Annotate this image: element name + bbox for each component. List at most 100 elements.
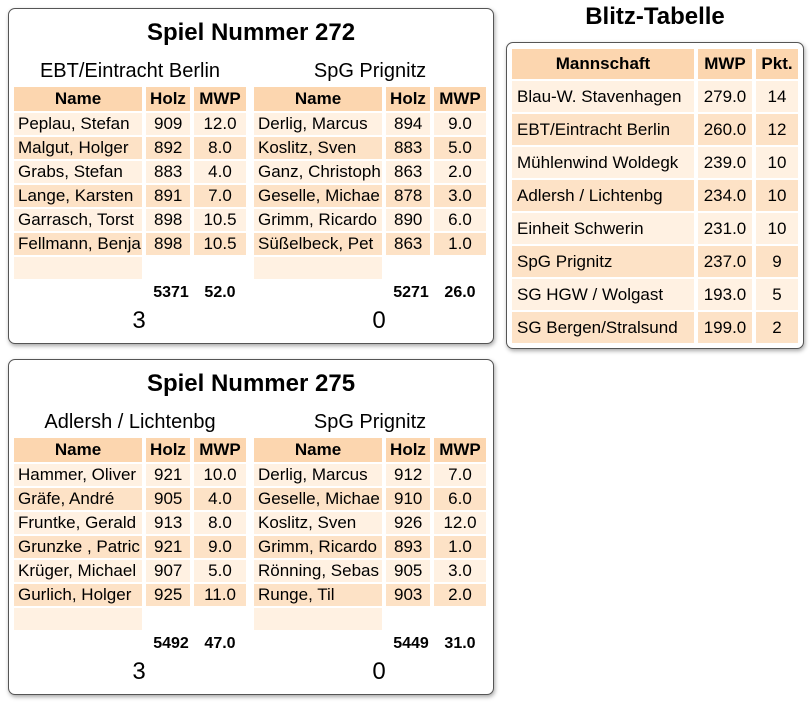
table-cell: Geselle, Michae [254, 488, 382, 510]
table-cell: 239.0 [698, 147, 752, 178]
table-cell: 926 [386, 512, 430, 534]
table-cell: 234.0 [698, 180, 752, 211]
table-cell: 907 [146, 560, 190, 582]
column-header: Mannschaft [512, 49, 694, 79]
table-cell: Koslitz, Sven [254, 512, 382, 534]
game-title: Spiel Nummer 275 [146, 370, 356, 397]
table-cell: Malgut, Holger [14, 137, 142, 159]
table-cell: 921 [146, 536, 190, 558]
table-cell: 883 [386, 137, 430, 159]
table-cell: Garrasch, Torst [14, 209, 142, 231]
table-cell: Derlig, Marcus [254, 113, 382, 135]
empty-row [14, 257, 142, 279]
total-mwp: 26.0 [444, 284, 476, 301]
table-cell: 1.0 [434, 536, 486, 558]
team-name: SpG Prignitz [313, 60, 427, 82]
total-mwp: 52.0 [204, 284, 236, 301]
table-cell: 9 [756, 246, 798, 277]
table-cell: Grabs, Stefan [14, 161, 142, 183]
table-cell: Grunzke , Patric [14, 536, 142, 558]
column-header: Holz [146, 87, 190, 111]
table-cell: 10 [756, 147, 798, 178]
table-cell: Geselle, Michae [254, 185, 382, 207]
table-cell: Ganz, Christoph [254, 161, 382, 183]
team-name: EBT/Eintracht Berlin [39, 60, 221, 82]
table-cell: 7.0 [194, 185, 246, 207]
total-mwp: 31.0 [444, 635, 476, 652]
column-header: Name [14, 87, 142, 111]
table-cell: Koslitz, Sven [254, 137, 382, 159]
standings-card: Mannschaft MWP Pkt. Blau-W. Stavenhagen 279.… [506, 42, 804, 349]
table-cell: Fruntke, Gerald [14, 512, 142, 534]
column-header: Holz [386, 87, 430, 111]
table-cell: 2.0 [434, 161, 486, 183]
table-cell: 10 [756, 180, 798, 211]
table-cell: 12.0 [194, 113, 246, 135]
table-cell: 199.0 [698, 312, 752, 343]
table-cell: Süßelbeck, Pet [254, 233, 382, 255]
table-cell: 910 [386, 488, 430, 510]
table-cell: 898 [146, 233, 190, 255]
column-header: Holz [386, 438, 430, 462]
table-cell: 193.0 [698, 279, 752, 310]
table-cell: 5 [756, 279, 798, 310]
table-cell: 894 [386, 113, 430, 135]
column-header: MWP [698, 49, 752, 79]
table-cell: 890 [386, 209, 430, 231]
table-cell: SG HGW / Wolgast [512, 279, 694, 310]
table-cell: 231.0 [698, 213, 752, 244]
total-holz: 5449 [393, 635, 429, 652]
table-cell: Derlig, Marcus [254, 464, 382, 486]
column-header: MWP [194, 87, 246, 111]
table-cell: 905 [146, 488, 190, 510]
table-cell: 6.0 [434, 209, 486, 231]
empty-row [254, 608, 382, 630]
table-cell: 913 [146, 512, 190, 534]
column-header: Name [14, 438, 142, 462]
table-cell: 10.0 [194, 464, 246, 486]
table-cell: 898 [146, 209, 190, 231]
table-cell: 2.0 [434, 584, 486, 606]
column-header: MWP [434, 438, 486, 462]
table-cell: 892 [146, 137, 190, 159]
table-cell: 237.0 [698, 246, 752, 277]
table-cell: 863 [386, 161, 430, 183]
table-cell: 3.0 [434, 560, 486, 582]
table-cell: 12 [756, 114, 798, 145]
empty-row [254, 257, 382, 279]
table-cell: 921 [146, 464, 190, 486]
table-cell: 5.0 [434, 137, 486, 159]
column-header: Name [254, 438, 382, 462]
column-header: Pkt. [756, 49, 798, 79]
table-cell: 12.0 [434, 512, 486, 534]
table-cell: 5.0 [194, 560, 246, 582]
game-title: Spiel Nummer 272 [146, 19, 356, 46]
total-holz: 5371 [153, 284, 189, 301]
table-cell: 3.0 [434, 185, 486, 207]
table-cell: 8.0 [194, 137, 246, 159]
score: 0 [372, 307, 386, 334]
table-cell: Hammer, Oliver [14, 464, 142, 486]
table-cell: Krüger, Michael [14, 560, 142, 582]
table-cell: SpG Prignitz [512, 246, 694, 277]
table-cell: Einheit Schwerin [512, 213, 694, 244]
table-cell: 9.0 [194, 536, 246, 558]
table-cell: 909 [146, 113, 190, 135]
score: 3 [132, 658, 146, 685]
game-card: Spiel Nummer 272 EBT/Eintracht Berlin Name… [8, 8, 494, 344]
score: 0 [372, 658, 386, 685]
table-cell: 279.0 [698, 81, 752, 112]
table-cell: 10.5 [194, 209, 246, 231]
table-cell: 4.0 [194, 161, 246, 183]
table-cell: Adlersh / Lichtenbg [512, 180, 694, 211]
team-name: SpG Prignitz [313, 411, 427, 433]
table-cell: 260.0 [698, 114, 752, 145]
table-cell: 14 [756, 81, 798, 112]
table-cell: 6.0 [434, 488, 486, 510]
table-cell: 893 [386, 536, 430, 558]
team-name: Adlersh / Lichtenbg [44, 411, 216, 433]
table-cell: Mühlenwind Woldegk [512, 147, 694, 178]
game-card: Spiel Nummer 275 Adlersh / Lichtenbg Name H… [8, 359, 494, 695]
table-cell: Gurlich, Holger [14, 584, 142, 606]
